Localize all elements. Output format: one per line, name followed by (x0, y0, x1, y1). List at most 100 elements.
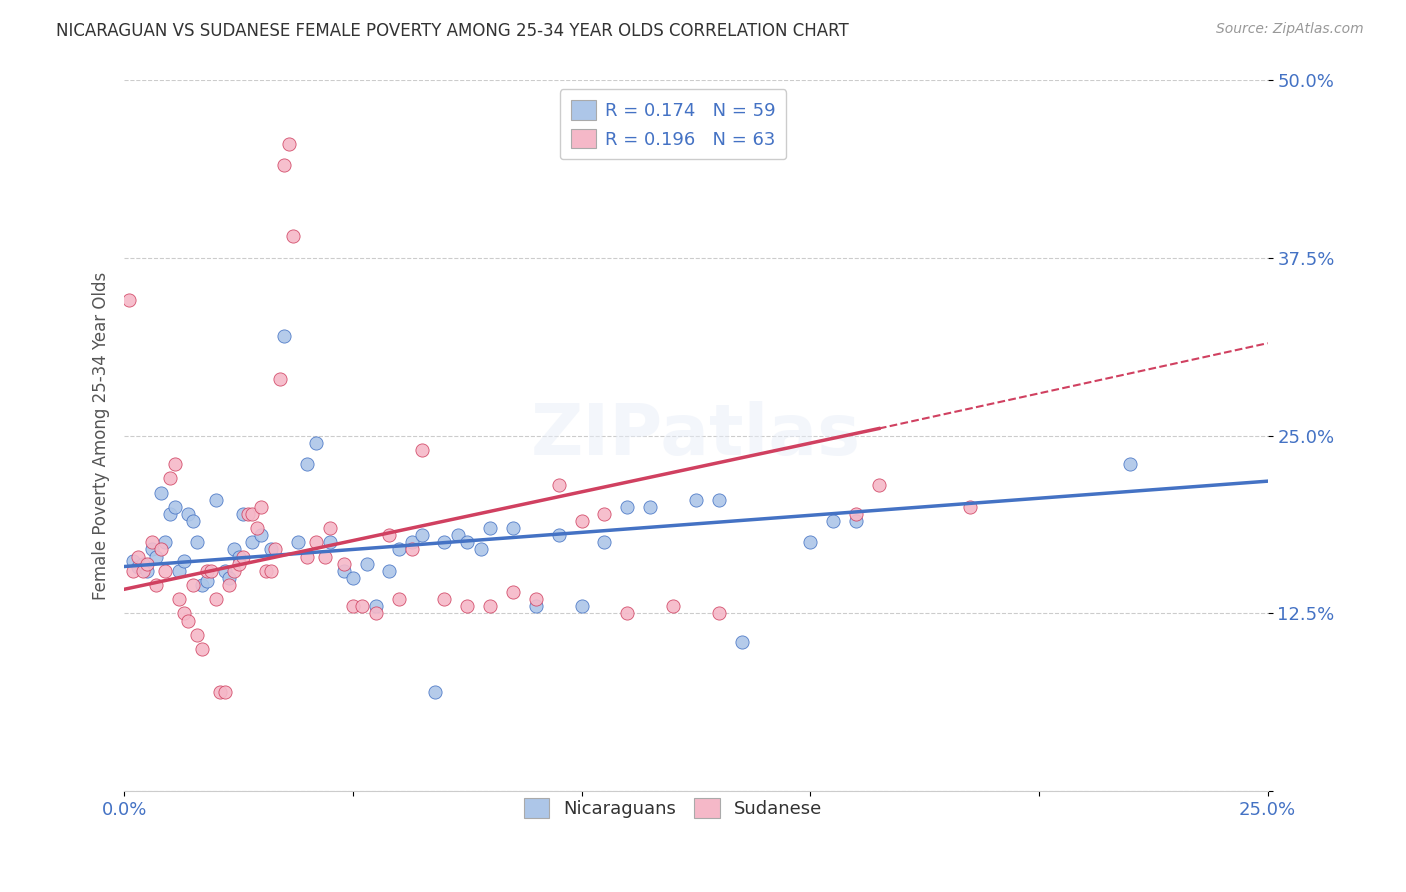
Point (433, 592, 456, 607)
Point (204, 592, 226, 607)
Point (209, 684, 232, 698)
Point (283, 229, 305, 244)
Point (141, 542, 163, 557)
Point (332, 564, 354, 578)
Point (1119, 457, 1142, 471)
Point (352, 599, 374, 614)
Point (411, 528, 433, 542)
Point (214, 684, 236, 698)
Point (136, 564, 159, 578)
Point (228, 557, 250, 571)
Point (638, 500, 661, 514)
Point (236, 507, 259, 521)
Point (222, 542, 245, 557)
Point (479, 599, 502, 614)
Point (685, 492, 707, 507)
Point (401, 535, 423, 549)
Point (181, 578, 204, 592)
Point (240, 535, 263, 549)
Point (232, 549, 254, 564)
Point (342, 599, 364, 614)
Point (593, 507, 616, 521)
Point (131, 564, 153, 578)
Point (186, 628, 208, 642)
Point (159, 507, 181, 521)
Point (195, 564, 218, 578)
Point (145, 578, 167, 592)
Point (118, 293, 141, 308)
Point (447, 528, 470, 542)
Point (287, 535, 309, 549)
Point (173, 554, 195, 568)
Point (305, 535, 328, 549)
Point (181, 514, 204, 528)
Point (136, 557, 159, 571)
Point (547, 528, 569, 542)
Point (163, 457, 186, 471)
Point (177, 614, 200, 628)
Point (799, 535, 821, 549)
Point (524, 592, 547, 607)
Point (167, 564, 190, 578)
Point (502, 585, 524, 599)
Point (401, 542, 423, 557)
Point (195, 574, 218, 588)
Point (141, 535, 163, 549)
Text: Source: ZipAtlas.com: Source: ZipAtlas.com (1216, 22, 1364, 37)
Point (214, 564, 236, 578)
Point (845, 507, 868, 521)
Point (204, 492, 226, 507)
Point (145, 549, 167, 564)
Point (200, 564, 222, 578)
Point (959, 500, 981, 514)
Point (524, 599, 547, 614)
Point (273, 158, 295, 172)
Point (250, 500, 273, 514)
Point (593, 535, 616, 549)
Point (155, 564, 177, 578)
Text: ZIPatlas: ZIPatlas (531, 401, 860, 470)
Point (571, 599, 593, 614)
Point (191, 578, 214, 592)
Point (131, 557, 153, 571)
Point (295, 549, 318, 564)
Point (314, 549, 336, 564)
Point (425, 684, 447, 698)
Point (707, 492, 730, 507)
Point (433, 535, 456, 549)
Point (228, 549, 250, 564)
Point (707, 607, 730, 621)
Point (218, 571, 240, 585)
Point (127, 549, 149, 564)
Point (163, 500, 186, 514)
Point (378, 528, 401, 542)
Point (277, 136, 299, 151)
Point (845, 514, 868, 528)
Point (305, 435, 328, 450)
Point (177, 507, 200, 521)
Point (470, 542, 492, 557)
Point (259, 564, 281, 578)
Point (155, 535, 177, 549)
Point (218, 578, 240, 592)
Point (127, 559, 149, 574)
Point (479, 521, 502, 535)
Point (319, 521, 342, 535)
Point (731, 635, 754, 649)
Point (269, 372, 291, 386)
Point (159, 471, 181, 485)
Point (186, 535, 208, 549)
Point (456, 599, 478, 614)
Point (254, 564, 277, 578)
Point (295, 457, 318, 471)
Point (122, 554, 145, 568)
Point (332, 557, 354, 571)
Point (122, 564, 145, 578)
Point (259, 542, 281, 557)
Point (388, 542, 411, 557)
Point (364, 607, 387, 621)
Point (222, 564, 245, 578)
Point (167, 592, 190, 607)
Point (273, 329, 295, 343)
Point (246, 521, 269, 535)
